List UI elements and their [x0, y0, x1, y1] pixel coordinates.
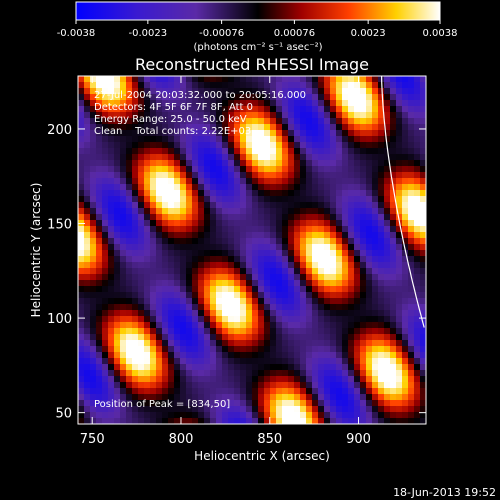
y-tick-label: 100 — [47, 312, 72, 327]
colorbar-ticks: -0.0038 -0.0023 -0.00076 0.00076 0.0023 0.003… — [57, 20, 458, 39]
colorbar-tick-label: 0.0038 — [423, 28, 458, 39]
colorbar-gradient — [75, 1, 441, 21]
colorbar-tick-label: -0.0038 — [57, 28, 96, 39]
x-tick-label: 900 — [346, 432, 371, 447]
x-tick-label: 850 — [257, 432, 282, 447]
y-tick-label: 150 — [47, 218, 72, 233]
footer-date: 18-Jun-2013 19:52 — [393, 486, 496, 499]
colorbar-tick-label: 0.00076 — [274, 28, 315, 39]
y-axis-label: Heliocentric Y (arcsec) — [29, 183, 43, 318]
image-plot-area — [78, 76, 426, 424]
x-tick-label: 800 — [169, 432, 194, 447]
solar-limb-line — [381, 76, 425, 328]
x-axis-label: Heliocentric X (arcsec) — [194, 449, 330, 463]
colorbar-tick-label: 0.0023 — [351, 28, 386, 39]
x-axis-ticks: 750 800 850 900 — [80, 76, 371, 447]
peak-position-text: Position of Peak = [834,50] — [94, 399, 230, 410]
observation-info: 27-Jul-2004 20:03:32.000 to 20:05:16.000… — [94, 90, 306, 137]
colorbar-tick-label: -0.0023 — [129, 28, 168, 39]
plot-frame — [77, 75, 427, 425]
x-tick-label: 750 — [80, 432, 105, 447]
colorbar: -0.0038 -0.0023 -0.00076 0.00076 0.0023 0.003… — [57, 1, 458, 53]
y-tick-label: 200 — [47, 123, 72, 138]
info-time-range: 27-Jul-2004 20:03:32.000 to 20:05:16.000 — [94, 90, 306, 101]
info-energy-range: Energy Range: 25.0 - 50.0 keV — [94, 114, 247, 125]
y-tick-label: 50 — [55, 407, 72, 422]
plot-title: Reconstructed RHESSI Image — [135, 55, 369, 74]
y-axis-ticks: 50 100 150 200 — [47, 123, 426, 422]
info-clean-counts: Clean Total counts: 2.22E+03 — [94, 126, 251, 137]
colorbar-tick-label: -0.00076 — [199, 28, 244, 39]
info-detectors: Detectors: 4F 5F 6F 7F 8F, Att 0 — [94, 102, 253, 113]
colorbar-units-label: (photons cm⁻² s⁻¹ asec⁻²) — [193, 42, 322, 53]
